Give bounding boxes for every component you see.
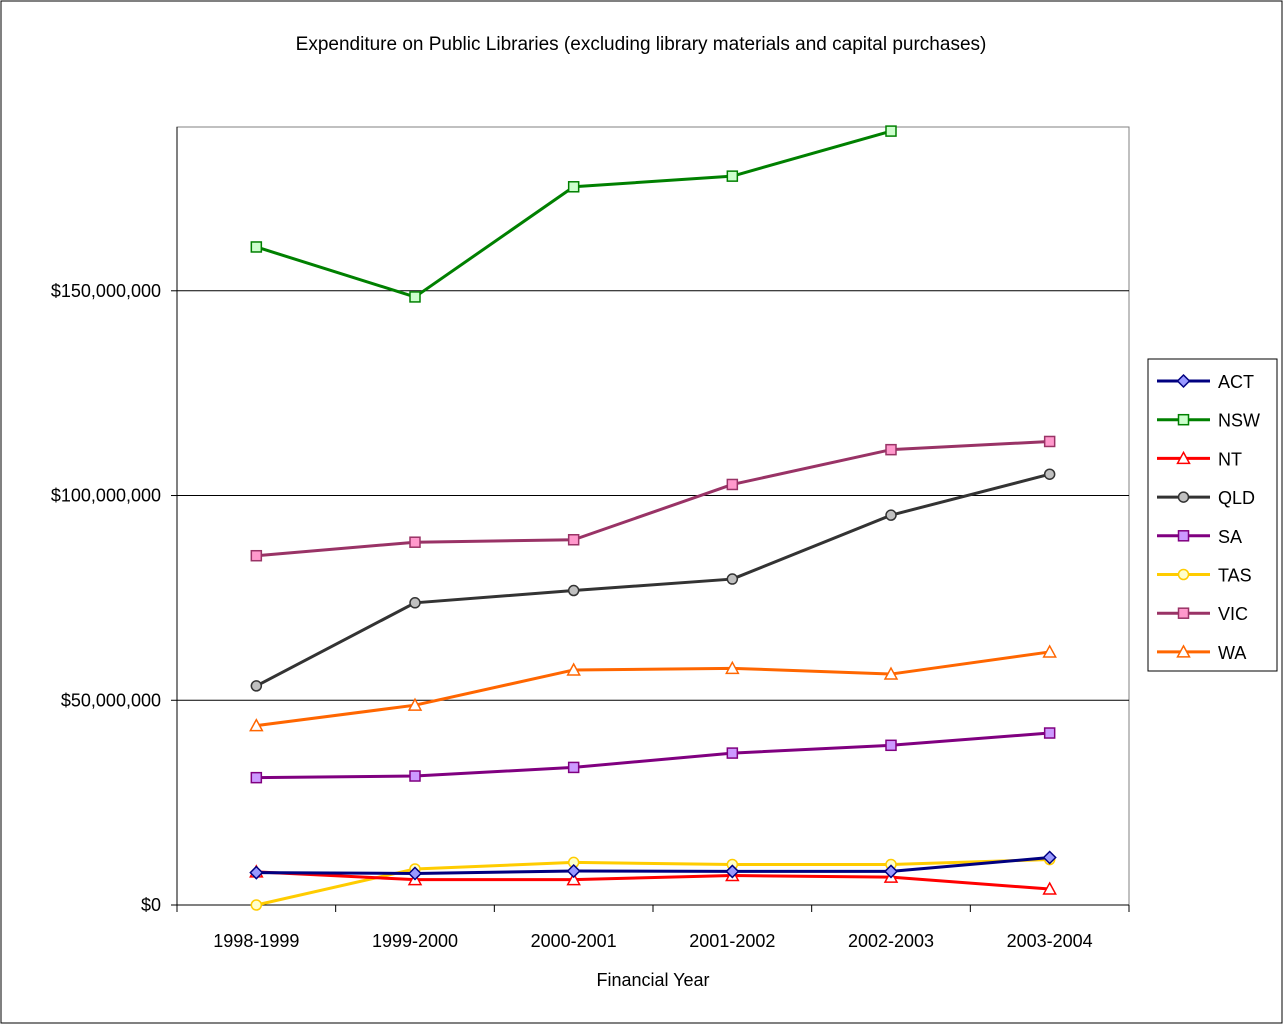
point-vic	[250, 549, 263, 562]
point-sa	[250, 771, 263, 784]
legend-item-vic: VIC	[1157, 604, 1248, 624]
point-wa	[249, 718, 264, 732]
point-qld	[726, 573, 739, 585]
point-vic	[726, 478, 739, 491]
legend-label-wa: WA	[1218, 643, 1246, 663]
legend-marker-nsw	[1177, 413, 1190, 426]
legend-item-nsw: NSW	[1157, 411, 1260, 431]
legend-item-wa: WA	[1157, 643, 1246, 663]
point-nt	[566, 872, 581, 886]
series-wa	[249, 644, 1057, 732]
series-act	[249, 850, 1057, 881]
legend-item-tas: TAS	[1157, 566, 1252, 586]
point-qld	[409, 597, 421, 609]
y-tick-label: $0	[141, 895, 161, 915]
point-act	[725, 864, 740, 879]
series-nsw	[250, 125, 897, 303]
x-tick-label: 2000-2001	[531, 931, 617, 951]
point-act	[883, 864, 899, 879]
point-sa	[567, 761, 580, 774]
point-nsw	[567, 181, 580, 193]
series-line-nt	[256, 870, 1050, 891]
point-nsw	[250, 241, 263, 253]
legend-marker-vic	[1177, 607, 1190, 619]
series-line-vic	[256, 439, 1050, 558]
point-wa	[407, 697, 423, 711]
point-wa	[725, 660, 740, 675]
point-wa	[566, 662, 581, 676]
series-qld	[250, 468, 1056, 692]
plot-area	[176, 126, 1130, 906]
legend-label-vic: VIC	[1218, 604, 1248, 624]
legend-marker-nt	[1176, 450, 1191, 465]
point-sa	[885, 739, 897, 752]
legend-label-tas: TAS	[1218, 566, 1252, 586]
point-vic	[885, 443, 897, 456]
y-tick-label: $150,000,000	[51, 281, 161, 301]
legend-marker-act	[1176, 373, 1191, 389]
x-tick-label: 2001-2002	[689, 931, 775, 951]
point-vic	[567, 533, 580, 546]
point-qld	[885, 509, 897, 521]
point-wa	[883, 666, 899, 680]
legend-label-nt: NT	[1218, 449, 1242, 469]
x-tick-label: 2002-2003	[848, 931, 934, 951]
x-axis-label: Financial Year	[596, 970, 709, 990]
series-line-wa	[256, 650, 1050, 728]
point-act	[249, 865, 264, 880]
series-line-qld	[255, 472, 1051, 688]
series-sa	[250, 727, 1056, 784]
series-line-sa	[256, 731, 1050, 780]
legend-marker-tas	[1177, 568, 1190, 581]
legend-marker-qld	[1177, 491, 1190, 503]
x-tick-label: 1999-2000	[372, 931, 458, 951]
legend-label-act: ACT	[1218, 372, 1254, 392]
legend-item-sa: SA	[1157, 527, 1242, 547]
legend-box	[1147, 358, 1278, 672]
legend-item-qld: QLD	[1157, 488, 1255, 508]
point-vic	[1043, 435, 1056, 448]
axes: $0 $50,000,000 $100,000,000 $150,000,000 199…	[51, 127, 1130, 951]
series-vic	[250, 435, 1056, 562]
series-lines	[249, 125, 1057, 911]
y-tick-label: $100,000,000	[51, 486, 161, 506]
legend-item-nt: NT	[1157, 449, 1242, 469]
legend-label-qld: QLD	[1218, 488, 1255, 508]
point-sa	[1043, 727, 1056, 739]
x-tick-label: 2003-2004	[1007, 931, 1093, 951]
legend-marker-sa	[1177, 530, 1190, 542]
series-line-act	[256, 856, 1050, 875]
point-act	[566, 863, 581, 879]
legend-item-act: ACT	[1157, 372, 1254, 392]
y-tick-label: $50,000,000	[61, 690, 161, 710]
x-tick-label: 1998-1999	[213, 931, 299, 951]
point-nsw	[726, 170, 739, 182]
point-sa	[409, 770, 421, 782]
point-act	[1042, 850, 1057, 865]
chart-title: Expenditure on Public Libraries (excludi…	[296, 34, 987, 55]
series-line-tas	[256, 858, 1050, 907]
point-qld	[567, 584, 580, 597]
point-wa	[1042, 644, 1057, 658]
point-vic	[409, 536, 421, 548]
point-qld	[250, 680, 263, 692]
legend: ACT NSW NT QLD SA TAS VIC WA	[1147, 358, 1278, 672]
legend-label-sa: SA	[1218, 527, 1242, 547]
legend-marker-wa	[1176, 644, 1191, 658]
point-nsw	[409, 291, 421, 303]
point-qld	[1043, 468, 1056, 480]
point-tas	[250, 899, 263, 911]
point-act	[407, 866, 423, 881]
point-nt	[1042, 881, 1057, 895]
legend-label-nsw: NSW	[1218, 411, 1260, 431]
point-nsw	[885, 125, 897, 137]
point-sa	[726, 747, 739, 759]
